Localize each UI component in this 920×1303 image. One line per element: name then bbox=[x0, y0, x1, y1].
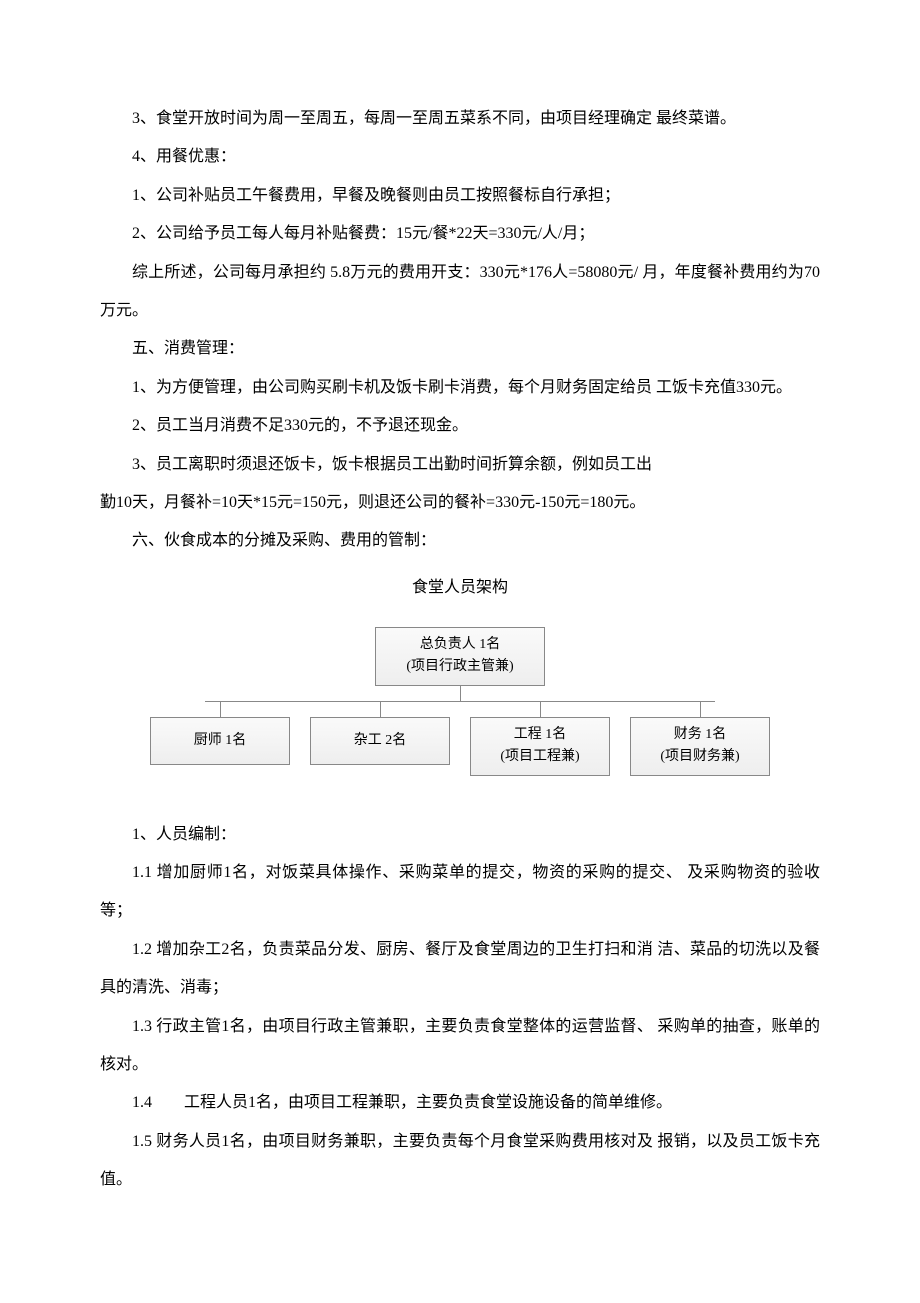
section-5-item-3b: 勤10天，月餐补=10天*15元=150元，则退还公司的餐补=330元-150元… bbox=[100, 484, 820, 522]
org-chart-title: 食堂人员架构 bbox=[100, 569, 820, 607]
org-box-finance-line2: (项目财务兼) bbox=[635, 746, 765, 768]
section-6-1: 1、人员编制： bbox=[100, 816, 820, 854]
section-5-item-2: 2、员工当月消费不足330元的，不予退还现金。 bbox=[100, 407, 820, 445]
section-5-title: 五、消费管理： bbox=[100, 330, 820, 368]
org-bottom-item-2: 工程 1名 (项目工程兼) bbox=[470, 702, 610, 776]
paragraph-sub-1: 1、公司补贴员工午餐费用，早餐及晚餐则由员工按照餐标自行承担； bbox=[100, 177, 820, 215]
paragraph-4: 4、用餐优惠： bbox=[100, 138, 820, 176]
org-bottom-row: 厨师 1名 杂工 2名 工程 1名 (项目工程兼) 财务 1名 (项目财务兼) bbox=[150, 702, 770, 776]
paragraph-sub-2: 2、公司给予员工每人每月补贴餐费：15元/餐*22天=330元/人/月； bbox=[100, 215, 820, 253]
section-6-1-1: 1.1 增加厨师1名，对饭菜具体操作、采购菜单的提交，物资的采购的提交、 及采购… bbox=[100, 854, 820, 931]
org-box-engineering: 工程 1名 (项目工程兼) bbox=[470, 717, 610, 776]
org-bottom-item-0: 厨师 1名 bbox=[150, 702, 290, 776]
section-6-1-5: 1.5 财务人员1名，由项目财务兼职，主要负责每个月食堂采购费用核对及 报销，以… bbox=[100, 1123, 820, 1200]
section-5-item-3a: 3、员工离职时须退还饭卡，饭卡根据员工出勤时间折算余额，例如员工出 bbox=[100, 446, 820, 484]
org-box-chef: 厨师 1名 bbox=[150, 717, 290, 765]
org-box-engineering-line2: (项目工程兼) bbox=[475, 746, 605, 768]
org-box-engineering-line1: 工程 1名 bbox=[475, 724, 605, 746]
org-box-finance: 财务 1名 (项目财务兼) bbox=[630, 717, 770, 776]
org-box-worker: 杂工 2名 bbox=[310, 717, 450, 765]
org-drop-0 bbox=[220, 702, 221, 717]
section-6-1-2: 1.2 增加杂工2名，负责菜品分发、厨房、餐厅及食堂周边的卫生打扫和消 洁、菜品… bbox=[100, 931, 820, 1008]
org-drop-2 bbox=[540, 702, 541, 717]
section-6-1-4: 1.4 工程人员1名，由项目工程兼职，主要负责食堂设施设备的简单维修。 bbox=[100, 1084, 820, 1122]
org-box-chef-line1: 厨师 1名 bbox=[155, 730, 285, 752]
org-bottom-item-1: 杂工 2名 bbox=[310, 702, 450, 776]
org-connector-vertical bbox=[460, 686, 461, 701]
org-top-line1: 总负责人 1名 bbox=[380, 634, 540, 656]
org-drop-1 bbox=[380, 702, 381, 717]
section-6-title: 六、伙食成本的分摊及采购、费用的管制： bbox=[100, 522, 820, 560]
org-bottom-item-3: 财务 1名 (项目财务兼) bbox=[630, 702, 770, 776]
section-6-1-3: 1.3 行政主管1名，由项目行政主管兼职，主要负责食堂整体的运营监督、 采购单的… bbox=[100, 1008, 820, 1085]
org-top-line2: (项目行政主管兼) bbox=[380, 656, 540, 678]
section-5-item-1: 1、为方便管理，由公司购买刷卡机及饭卡刷卡消费，每个月财务固定给员 工饭卡充值3… bbox=[100, 369, 820, 407]
org-box-finance-line1: 财务 1名 bbox=[635, 724, 765, 746]
org-chart: 总负责人 1名 (项目行政主管兼) 厨师 1名 杂工 2名 工程 1名 (项目工… bbox=[150, 627, 770, 776]
paragraph-3: 3、食堂开放时间为周一至周五，每周一至周五菜系不同，由项目经理确定 最终菜谱。 bbox=[100, 100, 820, 138]
org-box-worker-line1: 杂工 2名 bbox=[315, 730, 445, 752]
org-top-box: 总负责人 1名 (项目行政主管兼) bbox=[375, 627, 545, 686]
org-drop-3 bbox=[700, 702, 701, 717]
paragraph-summary: 综上所述，公司每月承担约 5.8万元的费用开支：330元*176人=58080元… bbox=[100, 254, 820, 331]
